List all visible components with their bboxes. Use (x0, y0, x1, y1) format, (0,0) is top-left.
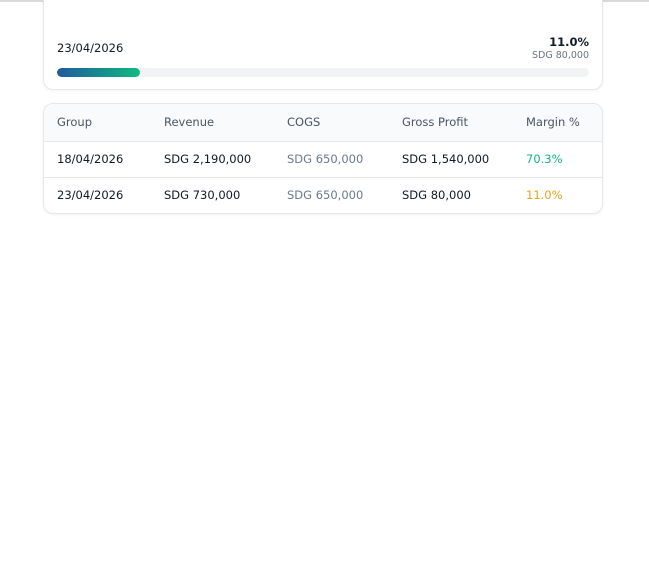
margin-cell: 11.0% (526, 188, 563, 202)
table: Group Revenue COGS Gross Profit Margin % 18/… (43, 103, 603, 214)
table-row: 18/04/2026 SDG 2,190,000 SDG 650,000 SDG 1,… (44, 141, 602, 178)
cell: 23/04/2026 (57, 188, 124, 202)
column-header: Group (57, 115, 93, 129)
cell: SDG 80,000 (402, 188, 471, 202)
progress-fill (57, 68, 141, 77)
cell: SDG 1,540,000 (402, 152, 490, 166)
cell: SDG 730,000 (164, 188, 241, 202)
progress-margin: 11.0% (549, 35, 589, 49)
column-header: Gross Profit (402, 115, 469, 129)
column-header: Margin % (526, 115, 580, 129)
progress-track (57, 68, 589, 77)
table-row: 23/04/2026 SDG 730,000 SDG 650,000 SDG 80,0… (44, 177, 602, 213)
column-header: COGS (287, 115, 321, 129)
cell: SDG 650,000 (287, 152, 364, 166)
progress-label: 23/04/2026 (57, 41, 124, 55)
cell: SDG 650,000 (287, 188, 364, 202)
table-header: Group Revenue COGS Gross Profit Margin % (44, 104, 602, 142)
progress-card: 23/04/2026 11.0% SDG 80,000 (43, 0, 603, 90)
column-header: Revenue (164, 115, 215, 129)
margin-cell: 70.3% (526, 152, 563, 166)
progress-profit: SDG 80,000 (532, 50, 589, 61)
cell: SDG 2,190,000 (164, 152, 252, 166)
cell: 18/04/2026 (57, 152, 124, 166)
